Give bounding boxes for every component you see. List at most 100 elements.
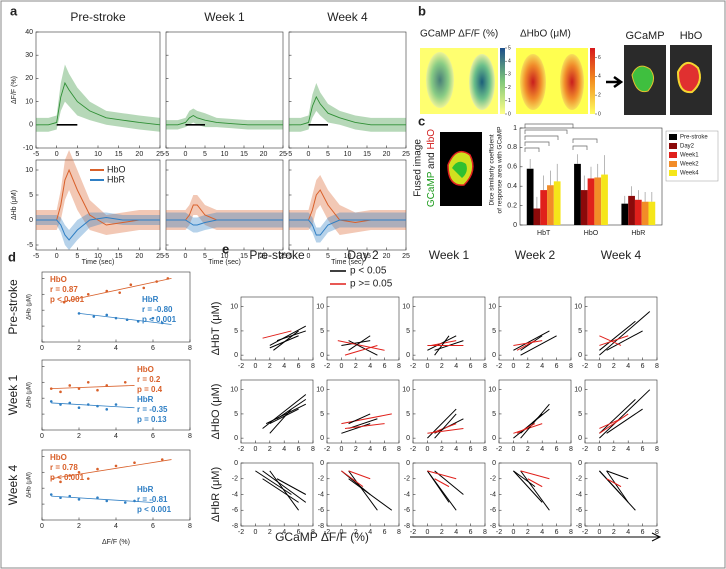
plot-frame <box>35 31 161 149</box>
y-tick-label: 10 <box>316 304 324 311</box>
x-tick-label: 5 <box>203 253 207 260</box>
y-tick-label: 0 <box>578 460 582 467</box>
fit-line <box>60 277 172 303</box>
x-tick-label: 0 <box>597 446 601 453</box>
x-tick-label: 0 <box>339 446 343 453</box>
gcamp-trace <box>166 114 283 126</box>
x-tick-label: -5 <box>163 151 169 158</box>
fused-caption-part: HbO <box>426 129 437 153</box>
annotation: r = 0.78 <box>50 463 78 472</box>
x-tick-label: 0 <box>184 253 188 260</box>
x-tick-label: 15 <box>115 151 123 158</box>
x-tick-label: -2 <box>324 529 330 536</box>
legend-swatch <box>669 143 677 149</box>
x-tick-label: 0 <box>253 529 257 536</box>
scatter-point <box>68 494 72 498</box>
regression-segment <box>520 335 557 356</box>
regression-segment <box>606 408 643 434</box>
scatter-point <box>123 380 127 384</box>
x-tick-label: 2 <box>612 363 616 370</box>
bar <box>587 178 595 225</box>
panel-label: b <box>418 3 426 18</box>
x-tick-label: 6 <box>297 446 301 453</box>
x-tick-label: 2 <box>268 529 272 536</box>
y-axis-label: ΔF/F (%) <box>11 76 18 104</box>
legend-label: HbO <box>107 164 126 174</box>
regression-segment <box>434 413 457 439</box>
regression-segment <box>599 311 651 356</box>
plot-frame <box>326 379 400 444</box>
regression-segment <box>599 399 636 434</box>
regression-segment <box>341 340 371 346</box>
x-tick-label: 4 <box>368 363 372 370</box>
y-tick-label: -4 <box>404 491 410 498</box>
scatter-point <box>114 464 118 468</box>
annotation: HbO <box>137 365 154 374</box>
legend-label: p >= 0.05 <box>350 279 393 290</box>
x-tick-label: 8 <box>655 529 659 536</box>
regression-segment <box>269 335 299 349</box>
x-tick-label: 6 <box>383 363 387 370</box>
x-tick-label: 2 <box>612 446 616 453</box>
scatter-point <box>49 493 53 496</box>
row-label: Week 4 <box>6 464 20 505</box>
legend-label: Week4 <box>680 171 699 177</box>
x-tick-label: 0 <box>339 363 343 370</box>
legend-swatch <box>669 161 677 167</box>
x-tick-label: 0 <box>597 363 601 370</box>
plot-frame <box>35 159 161 251</box>
scatter-point <box>105 313 109 317</box>
x-tick-label: 8 <box>569 529 573 536</box>
y-axis-label: ΔHbR (μM) <box>210 467 222 522</box>
y-tick-label: 40 <box>25 29 33 36</box>
x-tick-label: 0 <box>511 446 515 453</box>
column-title: Day 2 <box>347 248 379 262</box>
x-tick-label: 2 <box>612 529 616 536</box>
y-axis-label: ΔHb (μM) <box>11 190 18 220</box>
y-tick-label: -6 <box>232 507 238 514</box>
y-tick-label: -4 <box>232 491 238 498</box>
annotation: HbO <box>50 275 67 284</box>
gcamp-trace <box>289 95 406 126</box>
y-tick-label: -2 <box>318 476 324 483</box>
y-tick-label: 1 <box>513 125 517 132</box>
regression-segment <box>262 394 307 429</box>
colorbar-label: 5 <box>508 45 511 51</box>
regression-segment <box>348 470 378 511</box>
x-tick-label: 8 <box>569 363 573 370</box>
scatter-point <box>151 316 155 320</box>
regression-segment <box>344 344 378 356</box>
y-tick-label: 5 <box>578 328 582 335</box>
panel-label: d <box>8 249 16 264</box>
plot-frame <box>412 379 486 444</box>
fused-title: Fused image <box>413 139 424 197</box>
scatter-point <box>77 470 81 474</box>
x-tick-label: 0 <box>40 433 44 440</box>
x-tick-label: -5 <box>163 253 169 260</box>
x-tick-label: HbT <box>537 230 551 237</box>
x-tick-label: 0 <box>339 529 343 536</box>
annotation: r = -0.35 <box>137 405 168 414</box>
x-tick-label: -2 <box>238 529 244 536</box>
gcamp-trace <box>36 81 161 126</box>
fit-line <box>51 402 135 409</box>
y-tick-label: -4 <box>576 491 582 498</box>
x-tick-label: 8 <box>311 363 315 370</box>
x-tick-label: 6 <box>151 433 155 440</box>
x-tick-label: 6 <box>469 363 473 370</box>
annotation: p = 0.4 <box>137 385 163 394</box>
plot-frame <box>326 296 400 361</box>
overlay-images <box>624 45 712 115</box>
y-tick-label: 0 <box>578 352 582 359</box>
y-tick-label: -2 <box>576 476 582 483</box>
x-tick-label: 8 <box>397 363 401 370</box>
regression-segment <box>599 335 622 346</box>
hbo-band <box>36 150 160 235</box>
plot-frame <box>288 159 407 251</box>
gcamp-band <box>36 64 160 132</box>
y-tick-label: 10 <box>402 304 410 311</box>
regression-segment <box>427 427 464 434</box>
x-tick-label: 8 <box>483 446 487 453</box>
x-tick-label: 6 <box>469 529 473 536</box>
regression-segment <box>255 470 292 495</box>
